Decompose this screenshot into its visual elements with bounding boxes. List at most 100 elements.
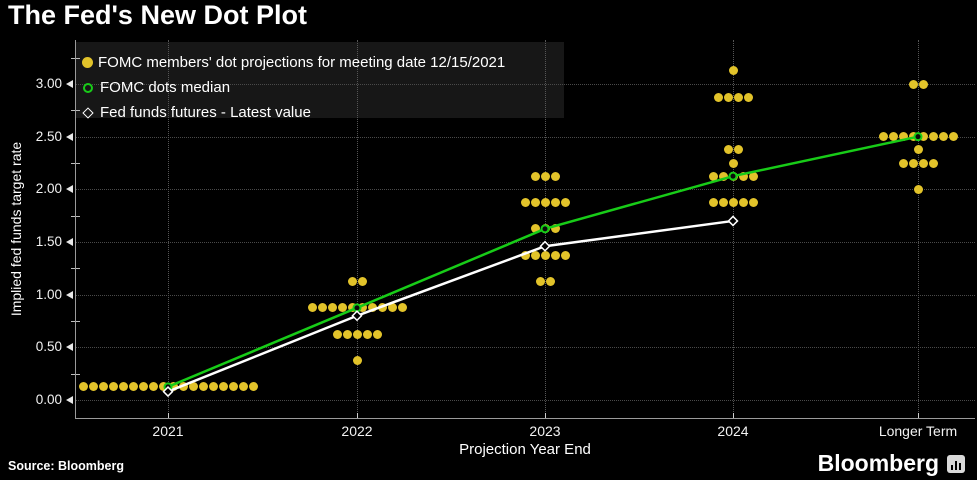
vertical-gridline [918,40,919,418]
x-tick [918,413,919,418]
fomc-projection-dot [238,382,248,392]
x-tick [357,413,358,418]
fomc-projection-dot [898,132,908,142]
fomc-projection-dot [208,382,218,392]
fomc-projection-dot [908,79,918,89]
fomc-projection-dot [540,171,550,181]
fomc-projection-dot [560,250,570,260]
fomc-projection-dot [928,132,938,142]
fomc-projection-dot [748,198,758,207]
bloomberg-logo-text: Bloomberg [817,450,939,476]
fomc-projection-dot [387,303,397,313]
fomc-projection-dot [357,277,367,286]
legend-item-median: FOMC dots median [82,75,505,100]
fomc-projection-dot [118,382,128,392]
y-tick-label: 1.00 [35,286,62,302]
y-tick-label: 3.00 [35,76,62,91]
fomc-projection-dot [397,303,407,313]
x-tick [168,413,169,418]
fomc-projection-dot [352,356,362,365]
fomc-projection-dot [530,171,540,181]
fomc-projection-dot [520,250,530,260]
legend-item-futures: Fed funds futures - Latest value [82,100,505,125]
fomc-projection-dot [530,198,540,207]
fomc-projection-dot [347,303,357,313]
fomc-projection-dot [138,382,148,392]
x-tick [545,413,546,418]
horizontal-gridline [75,84,975,85]
fomc-projection-dot [357,303,367,313]
fomc-projection-dot [218,382,228,392]
chart-legend: FOMC members' dot projections for meetin… [82,50,505,125]
fomc-projection-dot [560,198,570,207]
fomc-projection-dot [337,303,347,313]
fomc-projection-dot [718,171,728,181]
fomc-projection-dot [888,132,898,142]
x-tick-label: Longer Term [878,423,958,439]
fomc-projection-dot [948,132,958,142]
fomc-projection-dot [898,158,908,168]
fomc-projection-dot [738,171,748,181]
fomc-projection-dot [367,303,377,313]
x-axis-line [75,418,975,419]
y-tick-label: 2.50 [35,128,62,144]
fomc-projection-dot [733,145,743,155]
fomc-projection-dot [78,382,88,392]
chart-title: The Fed's New Dot Plot [8,0,307,30]
x-tick-label: 2021 [152,423,184,439]
fomc-projection-dot [728,66,738,76]
fomc-projection-dot [540,224,550,234]
x-tick-label: 2023 [529,423,561,439]
fomc-projection-dot [908,158,918,168]
legend-background [75,42,564,118]
legend-item-fomc-dots: FOMC members' dot projections for meetin… [82,50,505,75]
fomc-projection-dot [728,171,738,181]
fomc-projection-dot [198,382,208,392]
x-tick-label: 2024 [717,423,749,439]
fomc-projection-dot [708,171,718,181]
legend-label-futures: Fed funds futures - Latest value [100,104,311,121]
fomc-projection-dot [188,382,198,392]
green-circle-icon [83,82,93,93]
fomc-projection-dot [545,277,555,286]
fomc-projection-dot [372,329,382,339]
y-tick-arrow [66,132,73,141]
fomc-projection-dot [738,198,748,207]
fomc-projection-dot [317,303,327,313]
fomc-projection-dot [728,198,738,207]
x-axis-title: Projection Year End [459,441,591,458]
fomc-projection-dot [550,171,560,181]
fomc-projection-dot [530,250,540,260]
fomc-projection-dot [728,158,738,168]
legend-label-fomc-dots: FOMC members' dot projections for meetin… [98,54,506,71]
fomc-projection-dot [540,198,550,207]
fomc-projection-dot [550,250,560,260]
fomc-projection-dot [718,198,728,207]
x-tick [733,413,734,418]
fomc-projection-dot [913,184,923,194]
fomc-projection-dot [908,132,918,142]
fomc-projection-dot [918,132,928,142]
fomc-projection-dot [228,382,238,392]
y-tick-label: 1.50 [35,234,62,249]
y-tick-label: 2.00 [35,181,62,197]
y-tick-arrow [66,80,73,88]
source-label: Source: Bloomberg [8,459,124,473]
y-tick-arrow [66,396,73,404]
y-tick-arrow [66,185,73,194]
legend-label-median: FOMC dots median [100,79,231,96]
fomc-projection-dot [377,303,387,313]
x-tick-label: 2022 [341,423,373,439]
fomc-projection-dot [148,382,158,392]
fomc-projection-dot [723,92,733,102]
fomc-projection-dot [158,382,168,392]
fomc-projection-dot [98,382,108,392]
y-tick-arrow [66,343,73,352]
fomc-projection-dot [347,277,357,286]
fomc-projection-dot [342,329,352,339]
fomc-projection-dot [540,250,550,260]
fomc-projection-dot [128,382,138,392]
fomc-projection-dot [743,92,753,102]
